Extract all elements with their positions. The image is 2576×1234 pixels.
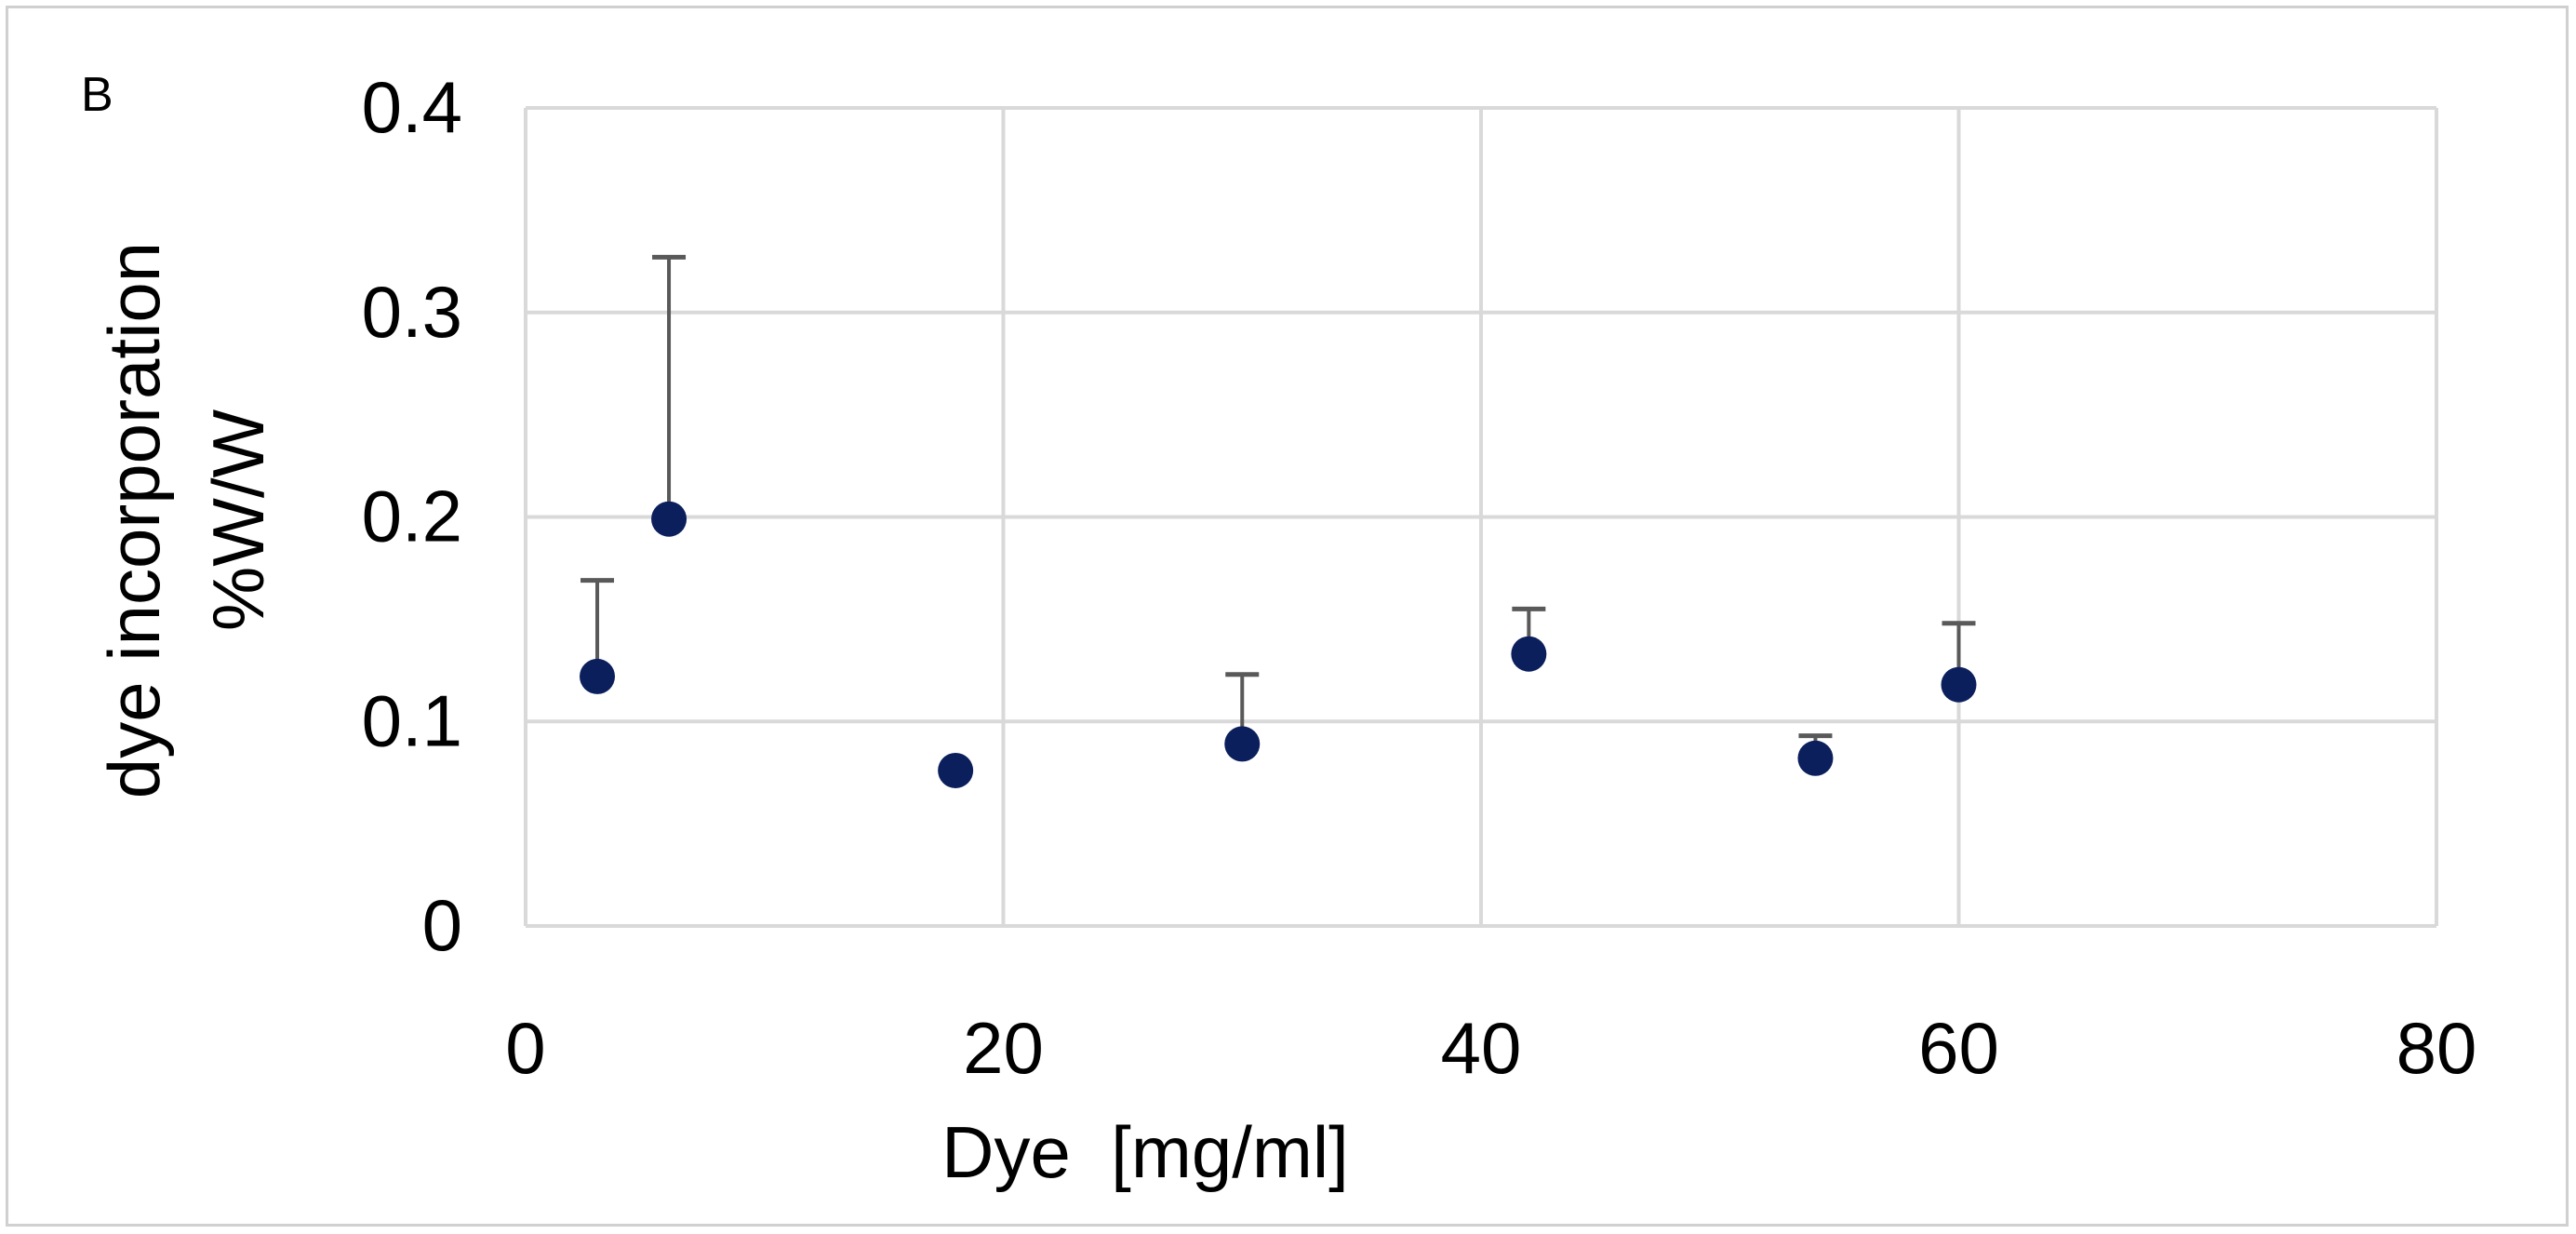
y-tick-label: 0 bbox=[422, 884, 462, 966]
data-points bbox=[580, 501, 1977, 788]
y-tick-label: 0.4 bbox=[362, 66, 462, 148]
y-tick-label: 0.2 bbox=[362, 476, 462, 557]
x-tick-label: 20 bbox=[963, 1007, 1044, 1089]
x-tick-label: 40 bbox=[1441, 1007, 1522, 1089]
data-point bbox=[580, 658, 616, 694]
x-tick-label: 0 bbox=[505, 1007, 545, 1089]
data-point bbox=[1941, 666, 1977, 703]
y-tick-label: 0.3 bbox=[362, 271, 462, 353]
data-point bbox=[1797, 740, 1834, 776]
horizontal-gridlines bbox=[526, 106, 2436, 928]
chart-frame: B 0 0.1 0.2 0.3 0.4 0 20 40 60 80 Dye [mg/ml] dy… bbox=[6, 6, 2569, 1227]
x-axis-title: Dye [mg/ml] bbox=[941, 1111, 1349, 1193]
x-axis-tick-labels: 0 20 40 60 80 bbox=[505, 1007, 2476, 1089]
y-tick-label: 0.1 bbox=[362, 679, 462, 761]
x-tick-label: 80 bbox=[2396, 1007, 2477, 1089]
data-point bbox=[938, 752, 974, 788]
error-bars bbox=[581, 254, 1976, 758]
data-point bbox=[1224, 726, 1261, 762]
data-point bbox=[1511, 636, 1547, 672]
y-axis-title-line1: dye incorporation bbox=[93, 242, 175, 798]
x-tick-label: 60 bbox=[1918, 1007, 1999, 1089]
panel-label: B bbox=[81, 68, 113, 122]
data-point bbox=[651, 501, 687, 537]
y-axis-title-line2: %W/W bbox=[197, 409, 279, 631]
y-axis-tick-labels: 0 0.1 0.2 0.3 0.4 bbox=[362, 66, 462, 966]
scatter-plot: B 0 0.1 0.2 0.3 0.4 0 20 40 60 80 Dye [mg/ml] dy… bbox=[81, 66, 2476, 1193]
